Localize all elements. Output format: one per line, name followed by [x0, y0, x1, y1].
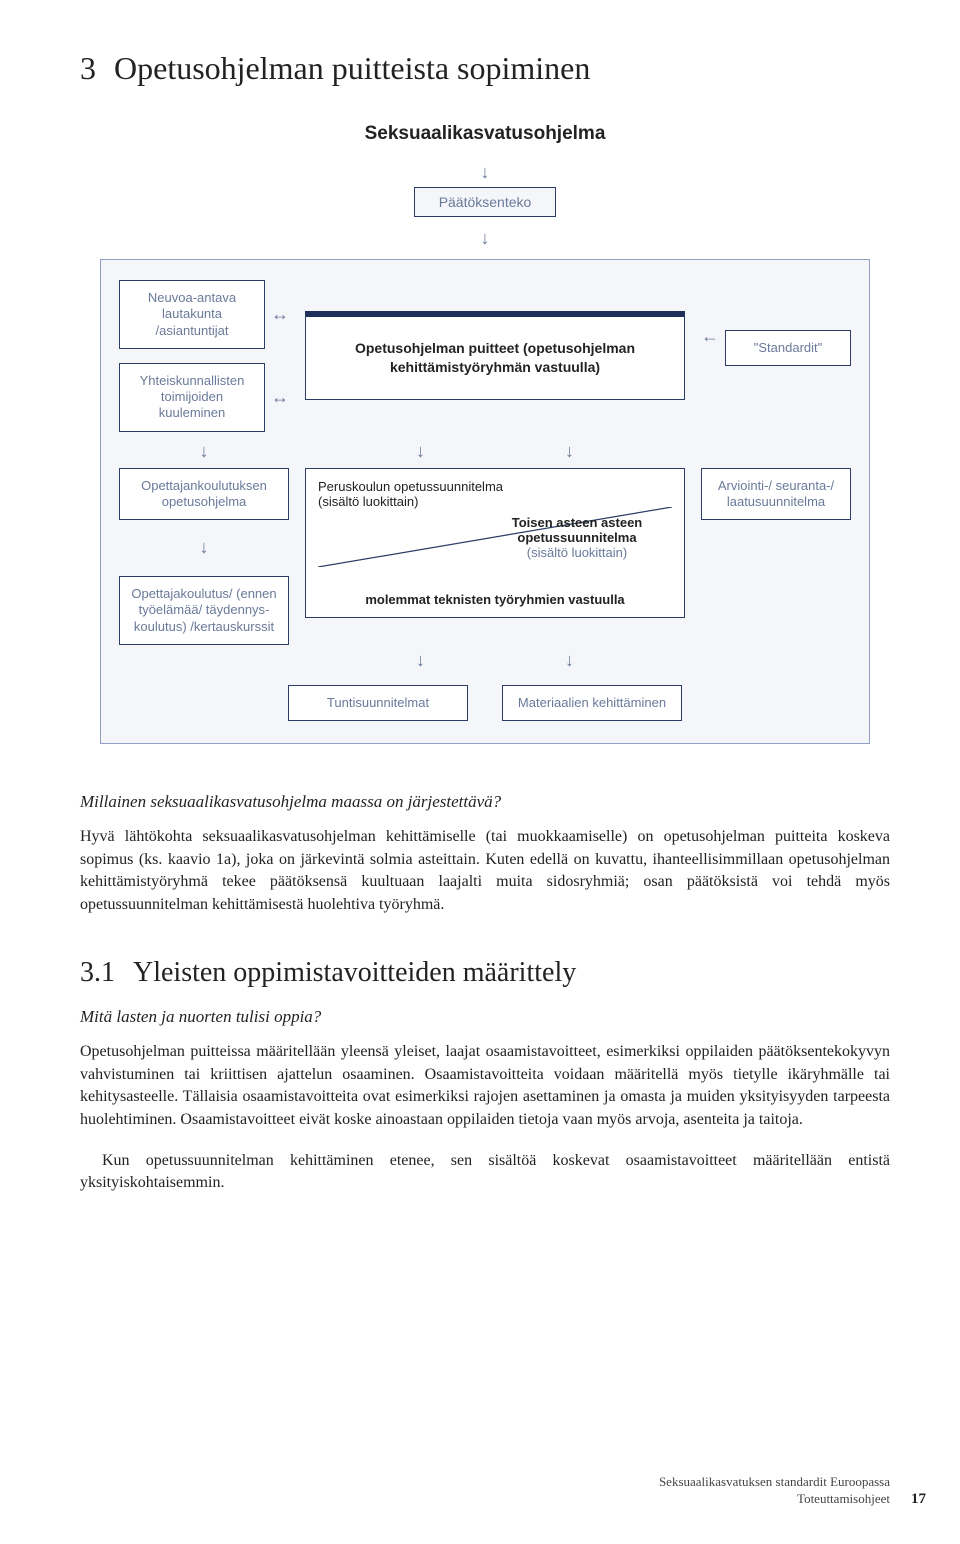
question-1: Millainen seksuaalikasvatusohjelma maass…: [80, 792, 890, 812]
arrow-down-icon: ↓: [200, 441, 209, 461]
chapter-title: 3 Opetusohjelman puitteista sopiminen: [80, 50, 890, 87]
arrow-bidir-icon: ↔: [271, 388, 289, 406]
arrow-down-icon: ↓: [481, 162, 490, 182]
arrow-down-icon: ↓: [200, 537, 209, 557]
primary-curric-label: Peruskoulun opetus­suunnitelma (sisältö …: [318, 479, 518, 509]
arrow-left-icon: ←: [701, 327, 719, 345]
standards-node: "Standardit": [725, 330, 851, 366]
section-title-text: Yleisten oppimistavoitteiden määrittely: [133, 957, 576, 988]
arrow-down-icon: ↓: [565, 651, 574, 669]
diagram-title: Seksuaalikasvatusohjelma: [100, 123, 870, 145]
teacher-edu-curriculum-node: Opettajan­koulutuksen opetusohjelma: [119, 468, 289, 521]
lesson-plans-node: Tuntisuunnitelmat: [288, 685, 468, 721]
paragraph-2a: Opetusohjelman puitteissa määritellään y…: [80, 1041, 890, 1132]
stakeholder-node: Yhteiskunnallisten toimijoiden kuulemine…: [119, 363, 265, 432]
page-number: 17: [911, 1491, 926, 1508]
advisory-board-node: Neuvoa-antava lautakunta /asiantuntijat: [119, 280, 265, 349]
framework-node: Opetusohjelman puitteet (opetusohjelman …: [305, 311, 685, 400]
question-2: Mitä lasten ja nuorten tulisi oppia?: [80, 1007, 890, 1027]
curriculum-split-node: Peruskoulun opetus­suunnitelma (sisältö …: [305, 468, 685, 618]
evaluation-plan-node: Arviointi-/ seuranta-/ laatusuunnitelma: [701, 468, 851, 521]
running-footer: Seksuaalikasvatuksen standardit Euroopas…: [659, 1473, 890, 1508]
arrow-bidir-icon: ↔: [271, 305, 289, 323]
flowchart-diagram: Seksuaalikasvatusohjelma ↓ Päätöksenteko…: [100, 123, 870, 744]
primary-curric-text: Peruskoulun opetus­suunnitelma (sisältö …: [318, 479, 503, 509]
decision-node: Päätöksenteko: [414, 187, 557, 217]
paragraph-2b-text: Kun opetussuunnitelman kehittäminen eten…: [80, 1152, 890, 1192]
chapter-title-text: Opetusohjelman puitteista sopiminen: [114, 50, 590, 86]
teacher-training-node: Opettajakoulutus/ (ennen työelämää/ täyd…: [119, 576, 289, 645]
secondary-curric-bold: Toisen asteen asteen opetussuunnitelma: [512, 515, 643, 545]
secondary-curric-label: Toisen asteen asteen opetussuunnitelma (…: [482, 515, 672, 560]
footer-line-2: Toteuttamisohjeet: [659, 1490, 890, 1508]
paragraph-2b: Kun opetussuunnitelman kehittäminen eten…: [80, 1150, 890, 1195]
secondary-curric-sub: (sisältö luokittain): [482, 545, 672, 560]
arrow-down-icon: ↓: [416, 651, 425, 669]
paragraph-1: Hyvä lähtökohta seksuaalikasvatusohjelma…: [80, 826, 890, 917]
arrow-down-icon: ↓: [481, 228, 490, 248]
section-number: 3.1: [80, 957, 115, 988]
section-title: 3.1 Yleisten oppimistavoitteiden määritte…: [80, 957, 890, 989]
curric-footer-text: molemmat teknisten työryhmien vastuulla: [306, 592, 684, 607]
arrow-down-icon: ↓: [416, 442, 425, 462]
arrow-down-icon: ↓: [565, 442, 574, 462]
footer-line-1: Seksuaalikasvatuksen standardit Euroopas…: [659, 1473, 890, 1491]
materials-dev-node: Materiaalien kehittäminen: [502, 685, 682, 721]
chapter-number: 3: [80, 50, 96, 86]
diagram-frame: Neuvoa-antava lautakunta /asiantuntijat …: [100, 259, 870, 744]
